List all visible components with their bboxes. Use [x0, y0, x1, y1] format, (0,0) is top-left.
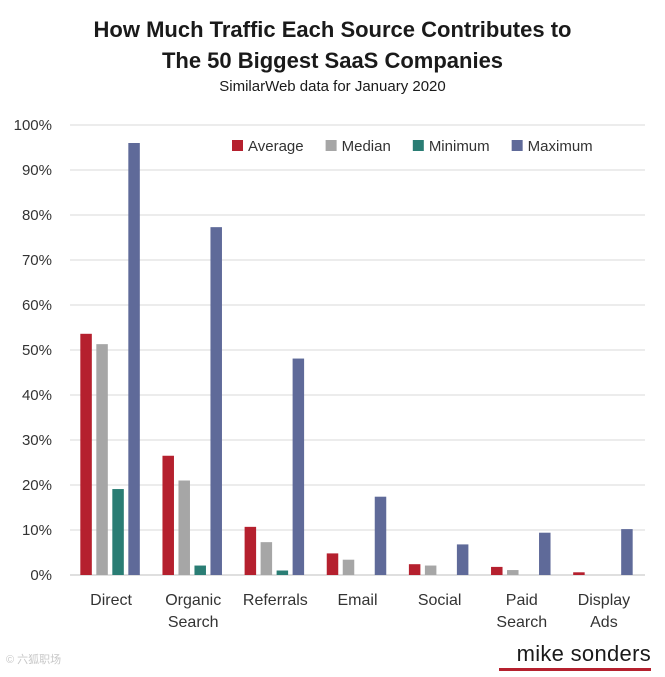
bar-minimum — [194, 565, 206, 575]
y-tick-label: 10% — [22, 522, 52, 539]
chart-title-line-2: The 50 Biggest SaaS Companies — [161, 48, 504, 73]
bar-median — [424, 565, 437, 575]
bar-maximum — [210, 227, 222, 575]
y-tick-label: 100% — [14, 117, 52, 134]
bar-average — [573, 572, 585, 575]
bar-minimum — [276, 570, 289, 575]
x-category-label: Paid — [506, 592, 538, 609]
y-tick-label: 60% — [22, 297, 52, 314]
x-category-label: Organic — [165, 592, 221, 609]
bar-maximum — [374, 496, 387, 575]
x-category-label: Direct — [90, 592, 132, 609]
y-tick-label: 30% — [22, 432, 52, 449]
bar-median — [507, 570, 519, 575]
y-tick-label: 40% — [22, 387, 52, 404]
y-tick-label: 50% — [22, 342, 52, 359]
legend-swatch-maximum — [511, 140, 523, 151]
x-category-label: Search — [168, 614, 219, 631]
bar-maximum — [539, 532, 551, 575]
legend-swatch-median — [325, 140, 337, 151]
bar-average — [408, 564, 421, 575]
bar-average — [80, 333, 92, 575]
y-tick-label: 20% — [22, 477, 52, 494]
bar-average — [491, 566, 503, 575]
legend-label-minimum: Minimum — [429, 138, 490, 155]
x-category-label: Social — [418, 592, 462, 609]
bar-maximum — [456, 544, 469, 575]
x-category-label: Ads — [590, 614, 618, 631]
bar-median — [342, 559, 355, 575]
chart-title: How Much Traffic Each Source Contributes… — [0, 14, 665, 76]
chart-subtitle: SimilarWeb data for January 2020 — [219, 78, 446, 95]
bar-average — [162, 455, 174, 575]
bar-average — [244, 526, 257, 575]
x-category-label: Referrals — [243, 592, 308, 609]
bar-minimum — [112, 489, 124, 575]
bar-maximum — [621, 529, 633, 575]
x-category-label: Search — [496, 614, 547, 631]
bar-maximum — [292, 358, 305, 575]
watermark: © 六狐职场 — [6, 654, 62, 666]
y-tick-label: 90% — [22, 162, 52, 179]
y-tick-label: 0% — [30, 567, 52, 584]
y-tick-label: 80% — [22, 207, 52, 224]
legend-swatch-minimum — [412, 140, 424, 151]
legend-swatch-average — [232, 140, 243, 151]
y-tick-label: 70% — [22, 252, 52, 269]
bar-median — [260, 542, 273, 575]
legend-label-average: Average — [248, 138, 304, 155]
bar-median — [96, 344, 108, 575]
legend-label-median: Median — [342, 138, 391, 155]
x-category-label: Display — [578, 592, 630, 609]
bar-average — [326, 553, 339, 575]
x-category-label: Email — [337, 592, 377, 609]
brand-underline — [499, 668, 651, 671]
chart-title-line-1: How Much Traffic Each Source Contributes… — [93, 17, 572, 42]
brand-logo: mike sonders — [516, 641, 651, 666]
bar-maximum — [128, 143, 140, 575]
legend-label-maximum: Maximum — [528, 138, 593, 155]
bar-median — [178, 480, 190, 575]
